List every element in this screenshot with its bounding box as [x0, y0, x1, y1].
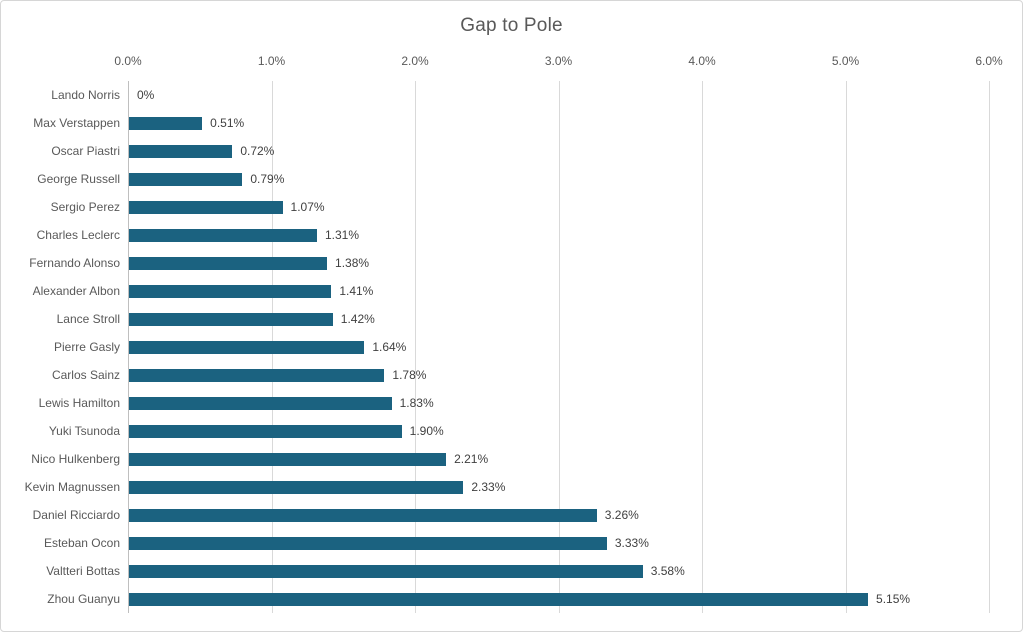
category-label: Esteban Ocon — [43, 536, 120, 550]
data-value-label: 1.64% — [372, 340, 407, 354]
data-value-label: 1.07% — [290, 200, 325, 214]
category-label: Valtteri Bottas — [46, 564, 120, 578]
chart-title: Gap to Pole — [460, 15, 563, 36]
data-bar — [129, 172, 243, 186]
vertical-gridline — [845, 81, 847, 613]
data-value-label: 3.33% — [614, 536, 649, 550]
x-axis-tick-label: 1.0% — [257, 54, 286, 68]
data-bar — [129, 228, 317, 242]
data-bar — [129, 424, 402, 438]
data-bar — [129, 480, 464, 494]
data-bar — [129, 536, 607, 550]
category-label: Zhou Guanyu — [47, 592, 120, 606]
data-value-label: 1.38% — [335, 256, 370, 270]
data-bar — [129, 144, 233, 158]
vertical-gridline — [415, 81, 416, 613]
data-bar — [129, 284, 332, 298]
data-bar — [129, 200, 283, 214]
category-label: Yuki Tsunoda — [48, 424, 120, 438]
data-bar — [129, 256, 328, 270]
category-label: Carlos Sainz — [51, 368, 120, 382]
category-label: Daniel Ricciardo — [32, 508, 120, 522]
data-bar — [129, 592, 869, 606]
data-bar — [129, 396, 392, 410]
data-bar — [129, 452, 447, 466]
data-value-label: 5.15% — [876, 592, 911, 606]
x-axis-tick-label: 6.0% — [975, 54, 1003, 68]
data-value-label: 3.58% — [650, 564, 685, 578]
category-label: Oscar Piastri — [51, 144, 120, 158]
data-bar — [129, 564, 643, 578]
data-bar — [129, 368, 385, 382]
data-bar — [129, 508, 597, 522]
x-axis-tick-label: 0.0% — [114, 54, 142, 68]
category-label: Lance Stroll — [56, 312, 120, 326]
category-label: George Russell — [37, 172, 120, 186]
data-value-label: 1.90% — [409, 424, 444, 438]
data-value-label: 1.42% — [340, 312, 375, 326]
data-value-label: 0.79% — [250, 172, 285, 186]
data-bar — [129, 312, 333, 326]
category-label: Lando Norris — [51, 88, 120, 102]
data-value-label: 0% — [137, 88, 155, 102]
data-value-label: 1.78% — [392, 368, 427, 382]
data-value-label: 0.72% — [240, 144, 275, 158]
category-label: Nico Hulkenberg — [31, 452, 120, 466]
category-label: Pierre Gasly — [53, 340, 120, 354]
data-value-label: 1.83% — [399, 396, 434, 410]
category-label: Alexander Albon — [32, 284, 120, 298]
data-bar — [129, 340, 365, 354]
x-axis-tick-label: 3.0% — [544, 54, 573, 68]
data-value-label: 2.21% — [454, 452, 489, 466]
data-value-label: 1.31% — [324, 228, 360, 242]
x-axis-tick-label: 5.0% — [831, 54, 860, 68]
category-label: Charles Leclerc — [36, 228, 120, 242]
vertical-gridline — [989, 81, 990, 613]
category-label: Fernando Alonso — [29, 256, 120, 270]
x-axis-tick-label: 2.0% — [401, 54, 429, 68]
category-label: Kevin Magnussen — [24, 480, 120, 494]
data-value-label: 1.41% — [339, 284, 374, 298]
data-value-label: 2.33% — [471, 480, 506, 494]
data-bar — [129, 116, 203, 130]
axis-line — [128, 81, 129, 613]
category-label: Sergio Perez — [50, 200, 120, 214]
x-axis-tick-label: 4.0% — [688, 54, 716, 68]
data-value-label: 0.51% — [210, 116, 245, 130]
data-value-label: 3.26% — [604, 508, 639, 522]
category-label: Max Verstappen — [33, 116, 120, 130]
category-label: Lewis Hamilton — [38, 396, 120, 410]
vertical-gridline — [558, 81, 560, 613]
vertical-gridline — [702, 81, 703, 613]
